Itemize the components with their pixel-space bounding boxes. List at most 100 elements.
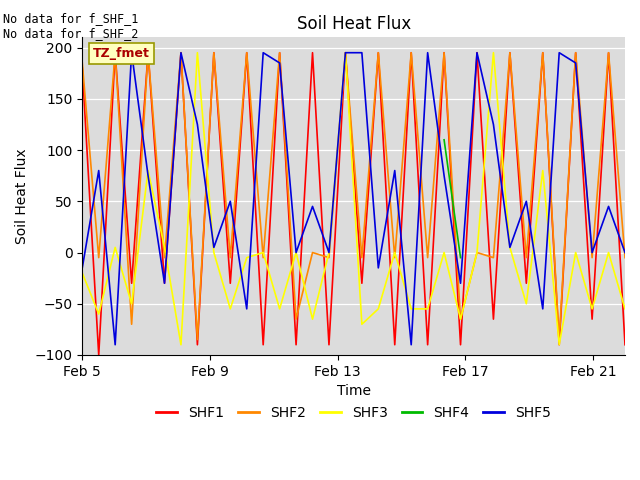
SHF5 <box>128 50 136 56</box>
SHF3 <box>325 250 333 255</box>
SHF1 <box>128 280 136 286</box>
SHF2 <box>358 255 365 261</box>
SHF5 <box>605 204 612 209</box>
SHF5 <box>440 173 448 179</box>
SHF1 <box>490 316 497 322</box>
SHF1 <box>210 50 218 56</box>
Title: Soil Heat Flux: Soil Heat Flux <box>296 15 411 33</box>
Text: No data for f_SHF_1
No data for f_SHF_2: No data for f_SHF_1 No data for f_SHF_2 <box>3 12 139 40</box>
SHF3 <box>556 342 563 348</box>
SHF5 <box>522 198 530 204</box>
SHF3 <box>161 244 168 250</box>
SHF1 <box>391 342 399 348</box>
SHF1 <box>308 50 316 56</box>
SHF2 <box>473 250 481 255</box>
SHF5 <box>572 60 579 66</box>
SHF2 <box>490 255 497 261</box>
SHF5 <box>308 204 316 209</box>
SHF5 <box>539 306 547 312</box>
Line: SHF5: SHF5 <box>83 53 625 345</box>
SHF1 <box>539 50 547 56</box>
SHF3 <box>177 342 185 348</box>
SHF2 <box>308 250 316 255</box>
SHF2 <box>506 50 514 56</box>
SHF2 <box>391 255 399 261</box>
SHF2 <box>325 255 333 261</box>
SHF1 <box>556 342 563 348</box>
SHF1 <box>506 50 514 56</box>
SHF5 <box>325 250 333 255</box>
SHF2 <box>440 50 448 56</box>
SHF1 <box>144 50 152 56</box>
Line: SHF1: SHF1 <box>83 53 625 355</box>
SHF3 <box>588 306 596 312</box>
SHF2 <box>457 316 465 322</box>
SHF3 <box>342 50 349 56</box>
Y-axis label: Soil Heat Flux: Soil Heat Flux <box>15 148 29 244</box>
SHF3 <box>572 250 579 255</box>
SHF1 <box>408 50 415 56</box>
SHF2 <box>193 337 201 343</box>
SHF3 <box>408 306 415 312</box>
SHF5 <box>161 280 168 286</box>
SHF5 <box>259 50 267 56</box>
SHF2 <box>243 50 251 56</box>
SHF3 <box>210 250 218 255</box>
SHF2 <box>588 255 596 261</box>
SHF2 <box>161 255 168 261</box>
SHF2 <box>177 50 185 56</box>
SHF5 <box>210 244 218 250</box>
SHF2 <box>342 50 349 56</box>
SHF1 <box>111 50 119 56</box>
SHF4 <box>457 255 465 261</box>
SHF5 <box>391 168 399 173</box>
SHF3 <box>95 311 102 317</box>
SHF4 <box>440 137 448 143</box>
SHF5 <box>556 50 563 56</box>
SHF3 <box>424 306 431 312</box>
SHF2 <box>556 337 563 343</box>
SHF1 <box>227 280 234 286</box>
SHF3 <box>276 306 284 312</box>
SHF5 <box>490 121 497 127</box>
SHF2 <box>95 255 102 261</box>
SHF3 <box>506 244 514 250</box>
SHF2 <box>128 322 136 327</box>
SHF1 <box>440 50 448 56</box>
SHF3 <box>243 255 251 261</box>
Line: SHF2: SHF2 <box>83 53 625 340</box>
SHF5 <box>358 50 365 56</box>
SHF5 <box>276 60 284 66</box>
Text: TZ_fmet: TZ_fmet <box>93 47 150 60</box>
SHF2 <box>374 50 382 56</box>
SHF3 <box>227 306 234 312</box>
SHF1 <box>473 50 481 56</box>
SHF3 <box>79 270 86 276</box>
SHF3 <box>473 250 481 255</box>
SHF5 <box>243 306 251 312</box>
SHF1 <box>424 342 431 348</box>
SHF1 <box>95 352 102 358</box>
SHF5 <box>621 250 629 255</box>
Legend: SHF1, SHF2, SHF3, SHF4, SHF5: SHF1, SHF2, SHF3, SHF4, SHF5 <box>150 400 557 425</box>
SHF2 <box>539 50 547 56</box>
SHF3 <box>358 322 365 327</box>
SHF3 <box>128 301 136 307</box>
SHF3 <box>440 250 448 255</box>
SHF1 <box>457 342 465 348</box>
SHF5 <box>408 342 415 348</box>
SHF3 <box>144 168 152 173</box>
SHF3 <box>292 250 300 255</box>
SHF5 <box>111 342 119 348</box>
SHF5 <box>95 168 102 173</box>
SHF3 <box>391 250 399 255</box>
SHF2 <box>79 60 86 66</box>
SHF1 <box>325 342 333 348</box>
SHF2 <box>144 50 152 56</box>
SHF5 <box>79 265 86 271</box>
SHF2 <box>276 50 284 56</box>
Line: SHF3: SHF3 <box>83 53 625 345</box>
SHF5 <box>457 280 465 286</box>
SHF5 <box>144 173 152 179</box>
SHF3 <box>111 244 119 250</box>
